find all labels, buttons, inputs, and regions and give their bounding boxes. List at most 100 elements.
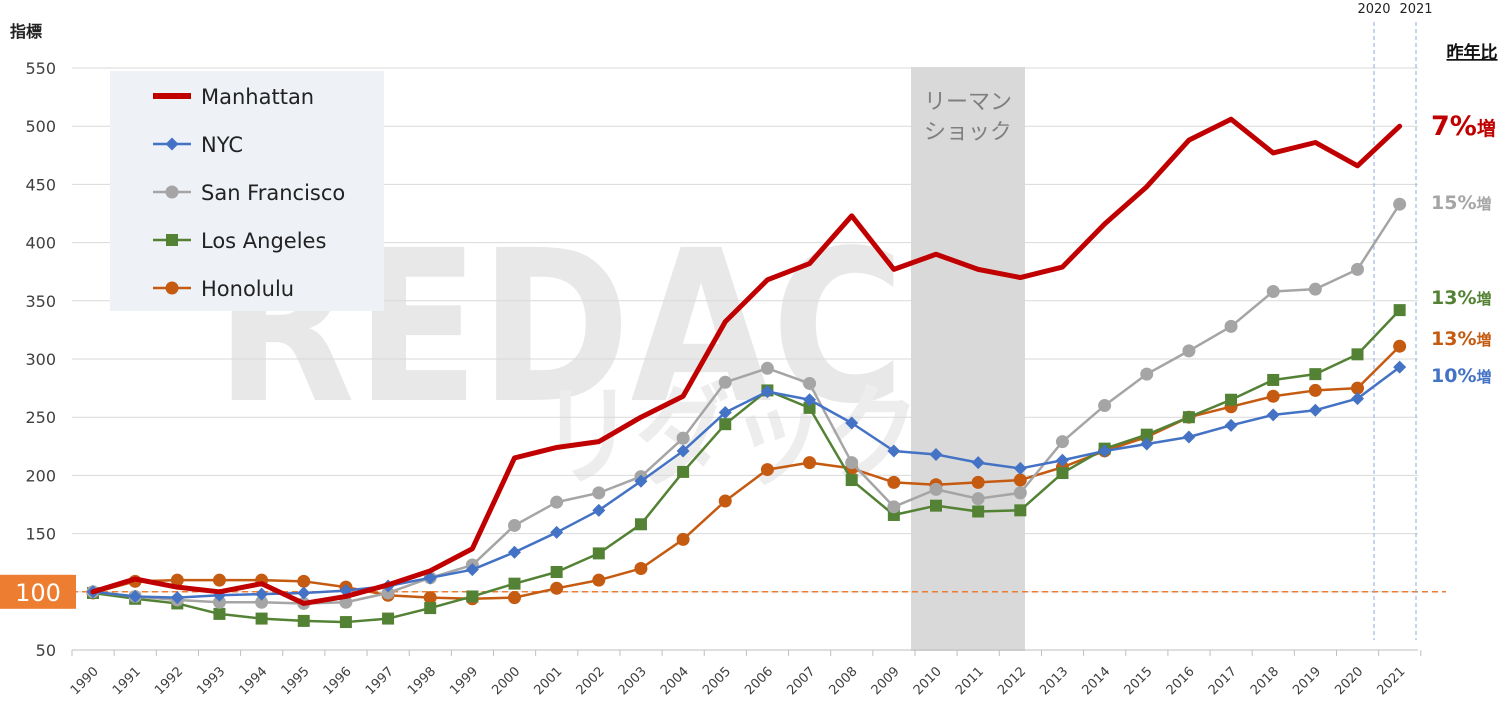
point-honolulu-2018: [1266, 389, 1280, 403]
x-tick-2015: 2015: [1122, 664, 1156, 698]
y-tick-450: 450: [25, 175, 56, 194]
change-los-angeles: 13%増: [1431, 287, 1492, 309]
x-tick-2012: 2012: [995, 664, 1029, 698]
y-tick-350: 350: [25, 292, 56, 311]
x-tick-2010: 2010: [911, 664, 945, 698]
x-tick-2011: 2011: [953, 664, 987, 698]
point-san-francisco-2007: [803, 376, 817, 390]
point-los-angeles-1999: [466, 590, 479, 603]
point-los-angeles-2018: [1267, 373, 1280, 386]
point-san-francisco-2013: [1055, 435, 1069, 449]
point-nyc-2004: [676, 444, 690, 458]
point-nyc-2003: [634, 474, 648, 488]
point-san-francisco-2001: [550, 495, 564, 509]
point-nyc-2014: [1098, 444, 1112, 458]
point-honolulu-1998: [423, 591, 437, 605]
line-nyc: [91, 365, 1401, 599]
point-los-angeles-2015: [1140, 428, 1153, 441]
series-group: [86, 116, 1407, 629]
point-honolulu-2009: [887, 475, 901, 489]
point-nyc-2011: [971, 456, 985, 470]
point-honolulu-2001: [550, 581, 564, 595]
top-label-2021: 2021: [1399, 2, 1432, 17]
point-nyc-2018: [1266, 408, 1280, 422]
legend: Manhattan NYC San Francisco Los Angeles Hono…: [110, 71, 384, 311]
point-nyc-2001: [550, 525, 564, 539]
y-tick-500: 500: [25, 117, 56, 136]
point-san-francisco-2011: [971, 492, 985, 506]
point-honolulu-1992: [170, 573, 184, 587]
point-los-angeles-2010: [930, 499, 942, 512]
x-tick-2017: 2017: [1206, 664, 1240, 698]
point-nyc-1995: [297, 586, 311, 600]
x-tick-2004: 2004: [658, 664, 692, 698]
legend-marker-nyc: [165, 137, 179, 151]
point-san-francisco-2012: [1013, 486, 1027, 500]
point-san-francisco-2021: [1393, 197, 1407, 211]
point-los-angeles-2005: [719, 418, 732, 431]
x-tick-2009: 2009: [869, 664, 903, 698]
point-los-angeles-2001: [550, 566, 563, 579]
point-san-francisco-2005: [718, 375, 732, 389]
y-axis: 50 150 200 250 300 350 400 450 500 550: [25, 59, 56, 660]
change-labels: 昨年比 7%増 10%増 15%増 13%増 13%増: [1431, 42, 1498, 387]
change-manhattan: 7%増: [1431, 111, 1496, 142]
point-nyc-2016: [1182, 430, 1196, 444]
x-tick-1996: 1996: [321, 664, 355, 698]
point-nyc-2007: [803, 393, 817, 407]
point-honolulu-1995: [297, 574, 311, 588]
point-san-francisco-2016: [1182, 344, 1196, 358]
point-honolulu-2021: [1393, 339, 1407, 353]
point-los-angeles-2016: [1182, 411, 1195, 424]
legend-marker-honolulu: [165, 281, 179, 295]
x-tick-2000: 2000: [489, 664, 523, 698]
x-tick-1992: 1992: [152, 664, 186, 698]
point-honolulu-2005: [718, 494, 732, 508]
point-nyc-2009: [887, 444, 901, 458]
x-tick-2021: 2021: [1374, 664, 1408, 698]
point-los-angeles-2017: [1225, 393, 1238, 406]
point-san-francisco-2020: [1351, 262, 1364, 276]
change-header: 昨年比: [1447, 42, 1498, 63]
legend-marker-san-francisco: [165, 185, 179, 199]
point-los-angeles-2013: [1056, 467, 1069, 480]
point-los-angeles-1993: [213, 607, 226, 620]
line-los-angeles: [91, 308, 1401, 624]
point-san-francisco-2010: [929, 482, 943, 496]
point-honolulu-2012: [1013, 473, 1027, 487]
x-tick-1998: 1998: [405, 664, 439, 698]
point-san-francisco-2006: [760, 361, 774, 375]
baseline-badge: [0, 574, 76, 609]
x-tick-2019: 2019: [1290, 664, 1324, 698]
point-nyc-1999: [465, 563, 479, 577]
point-nyc-2017: [1224, 418, 1238, 432]
point-los-angeles-1997: [382, 612, 395, 625]
x-tick-2007: 2007: [784, 664, 818, 698]
legend-label-nyc: NYC: [201, 133, 243, 157]
y-tick-250: 250: [25, 408, 56, 427]
point-honolulu-2007: [803, 456, 817, 470]
point-san-francisco-2000: [508, 518, 521, 532]
point-los-angeles-2011: [972, 505, 985, 518]
point-los-angeles-2012: [1014, 504, 1027, 517]
point-honolulu-2002: [592, 573, 606, 587]
x-tick-2003: 2003: [616, 664, 650, 698]
point-nyc-1991: [128, 589, 142, 603]
x-axis: 1990 1991 1992 1993 1994 1995 1996 1997 1998 1999…: [68, 649, 1422, 698]
point-honolulu-2019: [1308, 383, 1322, 397]
change-honolulu: 13%増: [1431, 328, 1492, 350]
x-tick-2005: 2005: [700, 664, 734, 698]
point-los-angeles-2004: [677, 465, 690, 478]
baseline-100: 100: [0, 574, 1446, 609]
change-san-francisco: 15%増: [1431, 192, 1492, 214]
point-nyc-2000: [508, 545, 521, 559]
point-san-francisco-1993: [212, 595, 226, 609]
point-san-francisco-2015: [1140, 367, 1154, 381]
x-tick-1991: 1991: [110, 664, 144, 698]
y-tick-150: 150: [25, 525, 56, 544]
x-tick-1993: 1993: [194, 664, 228, 698]
legend-label-honolulu: Honolulu: [201, 277, 294, 301]
x-tick-2014: 2014: [1079, 664, 1113, 698]
x-tick-2016: 2016: [1164, 664, 1198, 698]
